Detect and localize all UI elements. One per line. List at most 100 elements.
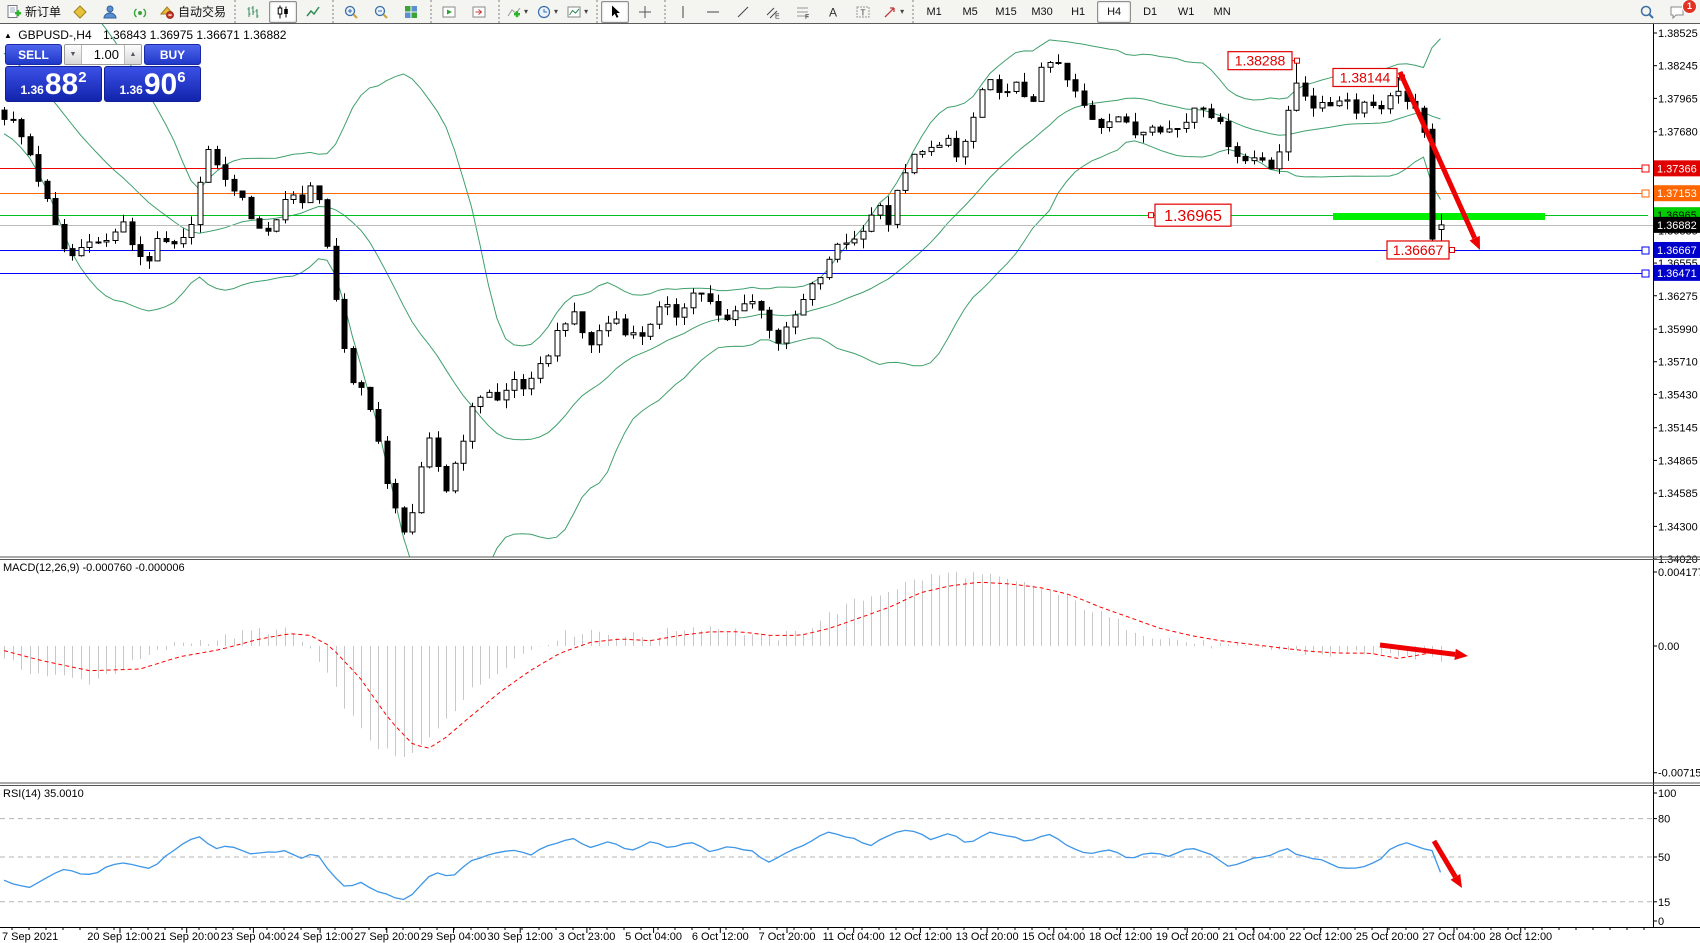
svg-text:A: A	[829, 5, 837, 19]
svg-text:29 Sep 04:00: 29 Sep 04:00	[421, 931, 486, 943]
svg-text:24 Sep 12:00: 24 Sep 12:00	[287, 931, 352, 943]
svg-text:1.34020: 1.34020	[1658, 554, 1698, 566]
line-chart-button[interactable]	[299, 1, 327, 23]
candlestick-chart-button[interactable]	[269, 0, 298, 23]
bars-icon	[247, 5, 259, 18]
timeframe-m5[interactable]: M5	[962, 5, 978, 18]
volume-stepper: ▼ 1.00 ▲	[64, 44, 142, 65]
volume-decrease-button[interactable]: ▼	[65, 45, 82, 64]
fibonacci-button[interactable]: F	[789, 1, 817, 23]
notification-badge: 1	[1682, 0, 1697, 14]
vertical-line-button[interactable]	[669, 1, 697, 23]
tile-windows-button[interactable]	[397, 1, 425, 23]
autoscroll-button[interactable]	[435, 1, 463, 23]
svg-text:1.35710: 1.35710	[1658, 357, 1698, 369]
chart-shift-button[interactable]	[465, 1, 493, 23]
shapes-icon	[884, 6, 895, 17]
arrows-button[interactable]: ▾	[879, 1, 907, 23]
templates-button[interactable]: ▾	[563, 1, 591, 23]
cursor-icon	[612, 5, 621, 18]
price-axis: 1.385251.382451.379651.376801.374001.371…	[1653, 24, 1700, 928]
svg-text:11 Oct 04:00: 11 Oct 04:00	[823, 931, 885, 943]
toolbar-group-timeframes: M1 M5 M15 M30 H1 H4 D1 W1 MN	[912, 0, 1242, 23]
chart-window[interactable]: 1.385251.382451.379651.376801.374001.371…	[0, 24, 1700, 943]
channel-icon: E	[766, 7, 780, 20]
buy-price-prefix: 1.36	[119, 83, 143, 97]
zoom-out-button[interactable]	[367, 1, 395, 23]
equidistant-channel-button[interactable]: E	[759, 1, 787, 23]
search-button[interactable]	[1633, 1, 1661, 23]
chat-button[interactable]: 1	[1663, 0, 1697, 23]
timeframe-h4[interactable]: H4	[1097, 0, 1132, 23]
toolbar-group-chart-type	[234, 0, 330, 23]
signal-icon	[133, 7, 147, 18]
svg-text:21 Sep 20:00: 21 Sep 20:00	[154, 931, 219, 943]
cursor-button[interactable]	[601, 0, 630, 23]
autotrading-button[interactable]: 自动交易	[156, 1, 229, 23]
text-button[interactable]: A	[819, 1, 847, 23]
hline-icon	[707, 11, 720, 12]
volume-input[interactable]: 1.00	[93, 47, 119, 62]
text-icon: A	[829, 5, 837, 19]
timeframe-m15[interactable]: M15	[995, 5, 1017, 18]
svg-text:1.35990: 1.35990	[1658, 324, 1698, 336]
candlesticks	[1, 54, 1445, 535]
svg-text:1.34300: 1.34300	[1658, 521, 1698, 533]
price-annotations[interactable]: 1.38288 1.38144 1.36965 1.36667	[1148, 51, 1455, 260]
svg-text:15: 15	[1658, 897, 1670, 909]
svg-text:19 Oct 20:00: 19 Oct 20:00	[1156, 931, 1219, 943]
trend-arrows[interactable]	[1379, 70, 1480, 888]
text-label-button[interactable]: T	[849, 1, 877, 23]
periods-button[interactable]: ▾	[533, 1, 561, 23]
svg-text:13 Oct 20:00: 13 Oct 20:00	[956, 931, 1019, 943]
chart-symbol-icon: ▲	[4, 31, 12, 40]
crosshair-button[interactable]	[631, 1, 659, 23]
timeframe-h1[interactable]: H1	[1071, 5, 1086, 18]
trendline-button[interactable]	[729, 1, 757, 23]
svg-text:3 Oct 23:00: 3 Oct 23:00	[558, 931, 615, 943]
svg-text:27 Oct 04:00: 27 Oct 04:00	[1423, 931, 1486, 943]
sell-price-panel[interactable]: 1.36 88 2	[5, 66, 102, 102]
svg-text:0.00: 0.00	[1658, 641, 1679, 653]
sell-button[interactable]: SELL	[5, 44, 62, 65]
svg-text:1.37366: 1.37366	[1657, 163, 1697, 175]
autotrade-icon	[159, 5, 175, 19]
profile-button[interactable]	[96, 1, 124, 23]
indicators-button[interactable]: ▾	[503, 1, 531, 23]
timeframe-w1[interactable]: W1	[1177, 5, 1195, 18]
buy-price-panel[interactable]: 1.36 90 6	[104, 66, 201, 102]
zoom-in-button[interactable]	[337, 1, 365, 23]
signals-button[interactable]	[126, 1, 154, 23]
toolbar-group-objects: E F A T ▾	[664, 0, 910, 23]
zoom-in-icon	[344, 5, 358, 19]
timeframe-d1[interactable]: D1	[1143, 5, 1158, 18]
horizontal-line-button[interactable]	[699, 1, 727, 23]
svg-text:T: T	[861, 8, 866, 17]
svg-text:30 Sep 12:00: 30 Sep 12:00	[487, 931, 552, 943]
eraser-icon	[73, 4, 87, 19]
eraser-button[interactable]	[66, 1, 94, 23]
chart-canvas[interactable]: 1.385251.382451.379651.376801.374001.371…	[0, 24, 1700, 943]
svg-text:0: 0	[1658, 916, 1664, 928]
profile-icon	[103, 5, 117, 18]
buy-button[interactable]: BUY	[144, 44, 201, 65]
timeframe-m1[interactable]: M1	[926, 5, 942, 18]
price-line-badges: 1.373661.371531.369651.368821.366671.364…	[1654, 160, 1700, 281]
svg-text:50: 50	[1658, 852, 1670, 864]
toolbar-group-trade: 新订单 自动交易	[0, 0, 232, 23]
svg-text:-0.007153: -0.007153	[1658, 768, 1700, 780]
bars-chart-button[interactable]	[239, 1, 267, 23]
svg-text:0.004177: 0.004177	[1658, 567, 1700, 579]
autoscroll-icon	[442, 6, 456, 17]
new-order-button[interactable]: 新订单	[3, 1, 64, 23]
svg-text:F: F	[805, 14, 809, 20]
line-chart-icon	[306, 6, 320, 16]
toolbar-right-group: 1	[1632, 0, 1697, 23]
toolbar-group-insert: ▾ ▾ ▾	[498, 0, 594, 23]
search-icon	[1640, 5, 1654, 19]
chevron-down-icon: ▾	[900, 7, 905, 16]
volume-increase-button[interactable]: ▲	[124, 45, 141, 64]
svg-text:5 Oct 04:00: 5 Oct 04:00	[625, 931, 682, 943]
timeframe-m30[interactable]: M30	[1031, 5, 1053, 18]
timeframe-mn[interactable]: MN	[1213, 5, 1231, 18]
